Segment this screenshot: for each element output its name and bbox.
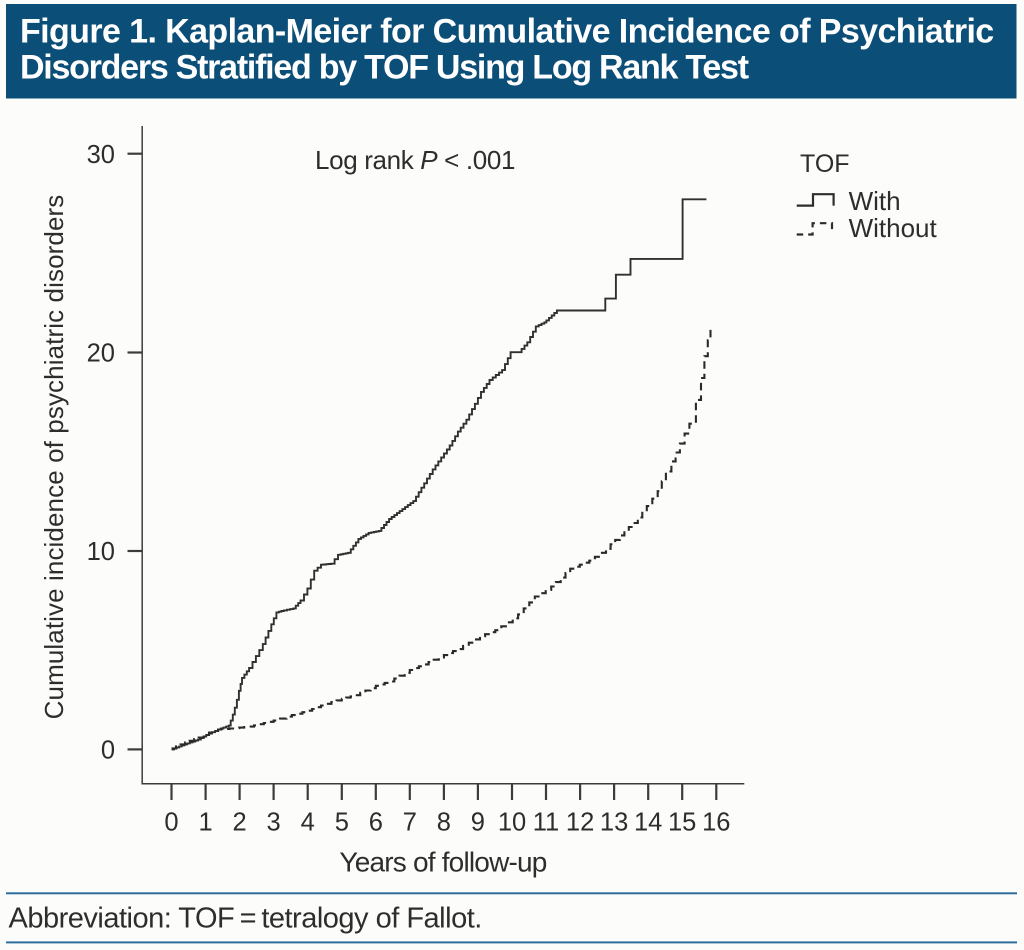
svg-text:8: 8 — [437, 809, 451, 837]
svg-text:2: 2 — [233, 809, 247, 837]
svg-text:15: 15 — [668, 809, 696, 837]
svg-text:Disorders Stratified by TOF Us: Disorders Stratified by TOF Using Log Ra… — [20, 48, 749, 86]
svg-text:7: 7 — [403, 809, 417, 837]
svg-text:TOF: TOF — [800, 150, 850, 178]
svg-text:Years of follow-up: Years of follow-up — [339, 846, 546, 877]
svg-text:12: 12 — [566, 809, 594, 837]
svg-text:10: 10 — [87, 538, 115, 566]
svg-text:Figure 1. Kaplan-Meier for Cum: Figure 1. Kaplan-Meier for Cumulative In… — [20, 13, 994, 51]
svg-text:9: 9 — [471, 809, 485, 837]
svg-text:1: 1 — [199, 809, 213, 837]
svg-text:0: 0 — [101, 737, 115, 765]
svg-text:11: 11 — [533, 809, 559, 837]
svg-text:6: 6 — [369, 809, 383, 837]
svg-text:4: 4 — [301, 809, 315, 837]
svg-text:Log rank P < .001: Log rank P < .001 — [315, 145, 515, 175]
svg-text:14: 14 — [634, 809, 662, 837]
svg-text:20: 20 — [87, 340, 115, 368]
svg-text:With: With — [849, 186, 901, 216]
svg-text:Abbreviation: TOF = tetralogy: Abbreviation: TOF = tetralogy of Fallot. — [9, 903, 482, 935]
svg-text:Without: Without — [849, 213, 938, 243]
svg-text:10: 10 — [498, 809, 526, 837]
svg-text:13: 13 — [600, 809, 628, 837]
svg-text:3: 3 — [267, 809, 281, 837]
svg-text:0: 0 — [164, 809, 178, 837]
svg-text:16: 16 — [702, 809, 730, 837]
svg-text:Cumulative incidence of psychi: Cumulative incidence of psychiatric diso… — [39, 195, 69, 720]
svg-text:5: 5 — [335, 809, 349, 837]
svg-text:30: 30 — [87, 141, 115, 169]
